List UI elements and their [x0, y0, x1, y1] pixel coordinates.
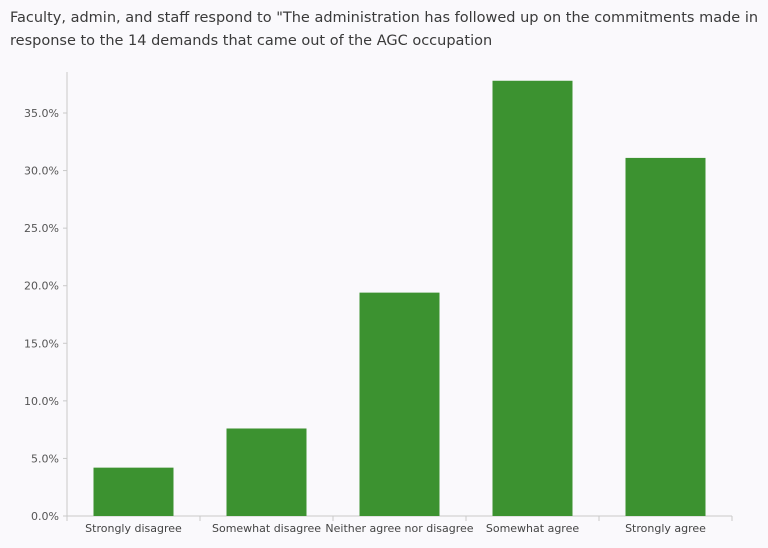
bar [359, 292, 440, 516]
y-tick-label: 10.0% [24, 395, 59, 408]
x-category-label: Neither agree nor disagree [325, 522, 473, 535]
x-category-label: Somewhat agree [486, 522, 579, 535]
x-category-label: Strongly disagree [85, 522, 182, 535]
y-tick-label: 0.0% [31, 510, 59, 523]
bar [625, 157, 706, 517]
x-category-label: Somewhat disagree [212, 522, 321, 535]
y-tick-label: 35.0% [24, 107, 59, 120]
y-tick-label: 25.0% [24, 222, 59, 235]
bar [492, 80, 573, 516]
bar [226, 428, 307, 516]
bar [93, 467, 174, 516]
y-tick-label: 20.0% [24, 280, 59, 293]
chart-title: Faculty, admin, and staff respond to "Th… [10, 10, 759, 49]
y-tick-label: 5.0% [31, 452, 59, 465]
x-category-label: Strongly agree [625, 522, 706, 535]
y-tick-label: 30.0% [24, 165, 59, 178]
y-tick-label: 15.0% [24, 337, 59, 350]
